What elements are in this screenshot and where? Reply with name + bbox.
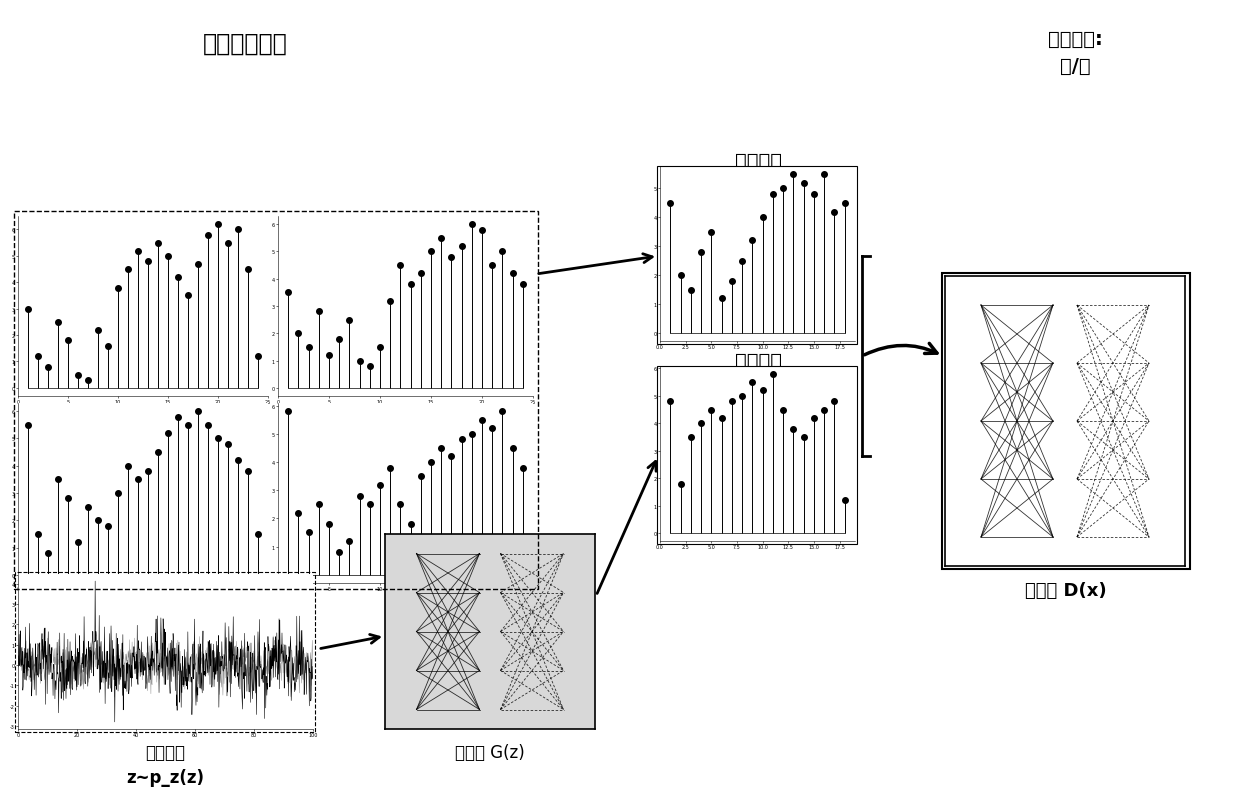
Text: 数据输入
z~p_z(z): 数据输入 z~p_z(z) [126,743,205,786]
Text: 判别器 D(x): 判别器 D(x) [1025,581,1107,599]
Text: 历史量测数据: 历史量测数据 [202,32,288,56]
Text: 样本数据: 样本数据 [734,152,781,171]
Text: 生成器 G(z): 生成器 G(z) [455,743,525,761]
Text: 判别结果:
真/假: 判别结果: 真/假 [1048,30,1102,75]
Text: 生成数据: 生成数据 [734,351,781,371]
